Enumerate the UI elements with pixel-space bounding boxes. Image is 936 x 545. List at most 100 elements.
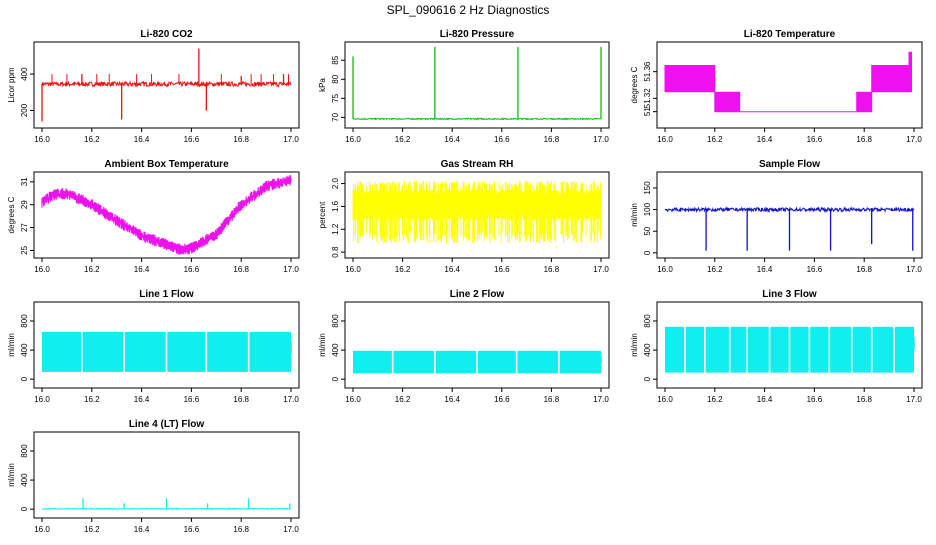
y-tick-label: 100 (643, 202, 652, 216)
y-tick-label: 0 (331, 376, 340, 381)
x-tick-label: 16.8 (233, 395, 249, 404)
panel-title: Line 4 (LT) Flow (129, 419, 205, 430)
x-tick-label: 16.4 (134, 265, 150, 274)
panel-line2: Line 2 Flow 16.0 16.2 16.4 16.6 16.8 17.0 0 400 8… (318, 289, 610, 404)
series-line (353, 117, 602, 121)
data-series (41, 175, 292, 255)
plot-frame (33, 171, 300, 259)
data-series (664, 51, 912, 113)
x-tick-label: 16.4 (757, 395, 773, 404)
flow-gap (123, 330, 125, 373)
y-tick-label: 80 (331, 74, 340, 83)
y-tick-label: 50 (643, 226, 652, 235)
x-tick-label: 16.0 (657, 135, 673, 144)
x-tick-label: 16.4 (444, 135, 460, 144)
flow-gap (391, 349, 394, 375)
x-tick-label: 16.2 (395, 135, 411, 144)
plot-frame (656, 301, 923, 389)
flow-gap (558, 349, 560, 375)
flow-gap (165, 330, 168, 373)
panel-title: Line 1 Flow (139, 289, 194, 300)
flow-gap (746, 325, 748, 374)
y-tick-label: 400 (20, 473, 29, 487)
panel-sample: Sample Flow 16.0 16.2 16.4 16.6 16.8 17.0 0 50 10… (630, 159, 923, 274)
page-title: SPL_090616 2 Hz Diagnostics (387, 3, 550, 17)
x-tick-label: 16.8 (233, 135, 249, 144)
y-tick-label: 800 (643, 314, 652, 328)
flow-gap (247, 330, 250, 373)
y-tick-label: 51.36 (643, 61, 652, 82)
x-tick-label: 16.0 (657, 265, 673, 274)
y-tick-label: 2.0 (331, 177, 340, 189)
plot-frame (656, 41, 923, 129)
x-tick-label: 16.2 (395, 395, 411, 404)
flow-gap (515, 349, 518, 375)
y-tick-label: 0 (643, 250, 652, 255)
x-tick-label: 16.6 (184, 265, 200, 274)
data-series (42, 330, 292, 373)
x-tick-label: 17.0 (283, 525, 299, 534)
y-axis-label: ml/min (7, 333, 16, 357)
x-tick-label: 16.4 (757, 135, 773, 144)
data-series (665, 325, 915, 374)
panel-ambient: Ambient Box Temperature 16.0 16.2 16.4 16.6 1… (7, 159, 300, 274)
x-tick-label: 16.8 (544, 395, 560, 404)
flow-gap (808, 325, 811, 374)
x-tick-label: 16.0 (34, 395, 50, 404)
x-tick-label: 16.4 (444, 265, 460, 274)
x-tick-label: 17.0 (906, 265, 922, 274)
panel-title: Li-820 Pressure (440, 29, 515, 40)
flow-gap (870, 325, 873, 374)
y-tick-label: 400 (643, 343, 652, 357)
y-tick-label: 0.8 (331, 246, 340, 258)
panel-title: Line 2 Flow (450, 289, 505, 300)
y-axis-label: kPa (318, 78, 327, 92)
flow-gap (768, 325, 771, 374)
x-tick-label: 16.2 (707, 135, 723, 144)
y-tick-label: 25 (20, 245, 29, 254)
level-segment (664, 65, 716, 93)
plot-frame (656, 171, 923, 259)
x-tick-label: 16.6 (494, 135, 510, 144)
x-tick-label: 16.0 (34, 135, 50, 144)
panel-title: Line 3 Flow (762, 289, 817, 300)
x-tick-label: 16.6 (494, 395, 510, 404)
panel-line3: Line 3 Flow 16.0 16.2 16.4 16.6 16.8 17.0 0 400 8… (630, 289, 923, 404)
x-tick-label: 16.0 (345, 135, 361, 144)
x-tick-label: 16.2 (84, 135, 100, 144)
flow-gap (205, 330, 208, 373)
plot-frame (33, 301, 300, 389)
y-tick-label: 150 (643, 181, 652, 195)
y-axis-label: ml/min (7, 463, 16, 487)
x-tick-label: 17.0 (906, 395, 922, 404)
panel-line1: Line 1 Flow 16.0 16.2 16.4 16.6 16.8 17.0 0 400 8… (7, 289, 300, 404)
x-tick-label: 16.6 (807, 395, 823, 404)
panel-title: Sample Flow (759, 159, 820, 170)
y-axis-label: ml/min (630, 203, 639, 227)
x-tick-label: 16.4 (444, 395, 460, 404)
x-tick-label: 16.6 (184, 135, 200, 144)
flow-gap (728, 325, 731, 374)
panel-title: Gas Stream RH (441, 159, 514, 170)
data-series (352, 180, 602, 244)
y-tick-label: 800 (331, 314, 340, 328)
x-tick-label: 17.0 (283, 395, 299, 404)
y-tick-label: 27 (20, 223, 29, 232)
x-tick-label: 17.0 (283, 265, 299, 274)
x-tick-label: 16.6 (184, 395, 200, 404)
x-tick-label: 16.8 (233, 525, 249, 534)
plot-frame (344, 301, 610, 389)
y-tick-label: 70 (331, 112, 340, 121)
y-tick-label: 85 (331, 55, 340, 64)
y-tick-label: 1.2 (331, 223, 340, 235)
x-tick-label: 17.0 (906, 135, 922, 144)
y-tick-label: 0 (20, 506, 29, 511)
series-band (41, 175, 292, 255)
data-series (41, 48, 292, 122)
y-axis-label: percent (318, 201, 327, 228)
plot-frame (344, 41, 610, 129)
x-tick-label: 16.8 (856, 265, 872, 274)
y-axis-label: degrees C (7, 196, 16, 233)
x-tick-label: 16.8 (233, 265, 249, 274)
